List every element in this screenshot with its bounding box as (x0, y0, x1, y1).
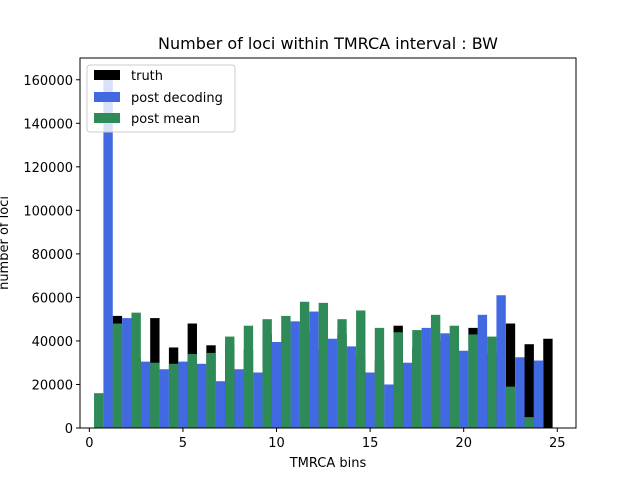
y-tick-label: 140000 (23, 117, 73, 132)
bar-post-mean-18 (412, 330, 422, 428)
bar-post-decoding-9 (253, 372, 263, 428)
x-tick-label: 0 (85, 436, 93, 451)
bar-post-mean-13 (318, 302, 328, 428)
x-tick-label: 15 (362, 436, 379, 451)
y-tick-label: 120000 (23, 161, 73, 176)
bar-post-decoding-2 (122, 318, 132, 428)
bar-post-decoding-1 (103, 79, 113, 428)
bar-post-mean-15 (356, 310, 366, 428)
bar-post-decoding-8 (234, 369, 244, 428)
y-tick-label: 100000 (23, 204, 73, 219)
legend-label-truth: truth (131, 69, 163, 84)
x-axis-title: TMRCA bins (289, 456, 367, 471)
bar-post-decoding-19 (440, 333, 450, 428)
x-tick-label: 25 (549, 436, 566, 451)
legend: truth post decoding post mean (86, 64, 236, 133)
bar-post-mean-7 (206, 352, 216, 428)
bar-post-mean-8 (225, 336, 235, 428)
x-tick-label: 5 (179, 436, 187, 451)
bar-truth-23 (524, 344, 534, 428)
legend-frame (86, 64, 236, 133)
bar-post-decoding-22 (496, 295, 506, 428)
y-tick-label: 40000 (32, 335, 73, 350)
bar-post-mean-11 (281, 315, 291, 428)
x-axis: 0 5 10 15 20 25 (85, 428, 566, 451)
bar-post-mean-6 (187, 354, 197, 428)
bar-post-mean-14 (337, 319, 347, 428)
bar-post-mean-19 (430, 314, 441, 428)
bar-post-mean-9 (243, 325, 254, 428)
bar-post-decoding-20 (459, 350, 469, 428)
bar-post-decoding-23 (515, 357, 525, 428)
bar-post-mean-17 (393, 332, 403, 428)
bar-post-mean-1 (94, 393, 104, 428)
bar-post-mean-3 (131, 312, 141, 428)
bar-truth-22 (505, 323, 516, 428)
bar-post-decoding-24 (533, 360, 544, 428)
bars-group (94, 79, 553, 428)
bar-post-decoding-16 (384, 384, 394, 428)
y-tick-label: 60000 (32, 291, 73, 306)
bar-post-mean-23 (505, 386, 516, 428)
plot-frame (79, 57, 577, 429)
bar-post-mean-16 (374, 327, 385, 428)
bar-post-decoding-21 (477, 314, 488, 428)
y-axis: 0 20000 40000 60000 80000 100000 120000 140000 1… (23, 74, 80, 437)
bar-post-decoding-6 (196, 363, 207, 428)
bar-post-mean-10 (262, 319, 272, 428)
bar-post-decoding-13 (328, 338, 338, 428)
bar-post-decoding-14 (346, 346, 357, 428)
y-axis-title: number of loci (0, 196, 12, 290)
y-tick-label: 80000 (32, 248, 73, 263)
bar-truth-24 (543, 338, 553, 428)
bar-post-decoding-18 (421, 327, 431, 428)
bar-post-decoding-3 (140, 361, 151, 428)
bar-post-mean-5 (168, 363, 179, 428)
bar-post-decoding-10 (271, 342, 282, 428)
x-tick-label: 10 (268, 436, 285, 451)
x-tick-label: 20 (455, 436, 472, 451)
bar-post-decoding-11 (290, 321, 300, 428)
bar-post-mean-2 (112, 323, 123, 428)
bar-post-decoding-17 (402, 362, 413, 428)
legend-label-post-mean: post mean (131, 112, 200, 127)
legend-swatch-post-decoding (94, 92, 120, 102)
y-tick-label: 160000 (23, 74, 73, 89)
legend-swatch-truth (94, 70, 120, 80)
bar-post-decoding-7 (215, 381, 226, 428)
bar-post-mean-4 (150, 362, 160, 428)
bar-post-mean-12 (299, 301, 310, 428)
bar-post-mean-20 (449, 325, 460, 428)
bar-post-decoding-12 (309, 311, 319, 428)
y-tick-label: 0 (65, 422, 73, 437)
bar-post-decoding-15 (365, 372, 375, 428)
legend-swatch-post-mean (94, 113, 120, 123)
chart-title: Number of loci within TMRCA interval : B… (158, 34, 498, 53)
legend-label-post-decoding: post decoding (131, 91, 223, 106)
bar-post-mean-21 (468, 334, 478, 428)
bar-post-mean-24 (524, 417, 534, 428)
y-tick-label: 20000 (32, 378, 73, 393)
bar-post-decoding-4 (159, 369, 169, 428)
bar-post-decoding-5 (178, 361, 188, 428)
bar-post-mean-22 (487, 336, 497, 428)
